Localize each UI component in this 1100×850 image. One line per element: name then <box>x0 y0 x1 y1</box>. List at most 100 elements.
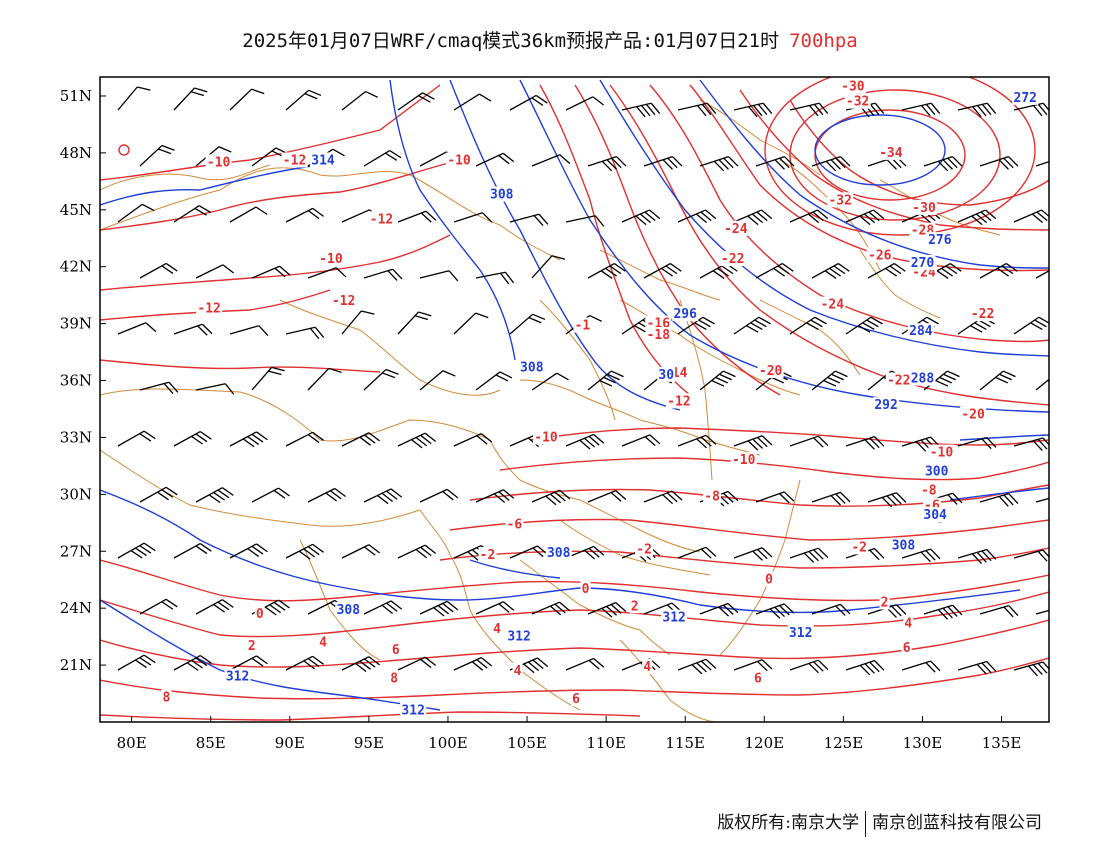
wind-barb <box>566 432 604 457</box>
contour-label: 308 <box>490 188 514 203</box>
wind-barb <box>174 322 212 345</box>
contour-label: -10 <box>930 446 954 461</box>
wind-barb <box>812 261 849 289</box>
wind-barb <box>756 602 794 625</box>
wind-barb <box>174 653 211 681</box>
wind-barb <box>342 306 374 341</box>
lon-tick-label: 135E <box>982 734 1022 752</box>
lon-tick-label: 85E <box>196 734 226 752</box>
wind-barb <box>868 491 906 513</box>
wind-barb <box>700 155 738 178</box>
contour-label: -22 <box>721 252 744 267</box>
lon-tick-label: 95E <box>354 734 384 752</box>
lat-tick-label: 36N <box>60 372 92 390</box>
lon-tick-label: 80E <box>117 734 147 752</box>
contour-label: -12 <box>197 301 220 316</box>
contour-label: 0 <box>582 582 590 597</box>
contour-label: -26 <box>868 248 892 263</box>
contour-label: 314 <box>311 153 335 168</box>
wind-barb <box>364 598 402 624</box>
wind-barb <box>678 545 716 569</box>
wind-barb <box>1036 155 1074 178</box>
wind-barb <box>308 486 346 513</box>
wind-barb <box>454 309 488 343</box>
wind-barb <box>118 321 156 346</box>
wind-barb <box>230 541 267 568</box>
contour-label: 312 <box>507 630 530 645</box>
wind-barb <box>398 209 436 233</box>
contour-label: 308 <box>892 539 916 554</box>
wind-barb <box>678 657 716 681</box>
contour-label: 4 <box>643 660 651 675</box>
lat-tick-label: 30N <box>60 485 92 503</box>
contour-label: -12 <box>370 212 393 227</box>
contour-label: 2 <box>248 639 256 654</box>
height-labels: 3143082963083027627027228428829230030430… <box>225 90 1039 719</box>
boundary-lines <box>100 100 1000 722</box>
contour-label: 8 <box>163 690 171 705</box>
lon-tick-label: 120E <box>745 734 785 752</box>
contour-label: 300 <box>925 465 949 480</box>
wind-barb <box>398 431 436 457</box>
contour-label: 276 <box>928 233 952 248</box>
contour-label: 304 <box>923 508 947 523</box>
wind-barb <box>230 204 267 232</box>
contour-label: -24 <box>821 298 845 313</box>
lon-tick-label: 125E <box>824 734 864 752</box>
wind-barb <box>1014 660 1052 681</box>
wind-barb <box>342 88 378 120</box>
wind-barb <box>1036 493 1074 514</box>
footer-partner: 南京创蓝科技有限公司 <box>872 813 1042 833</box>
contour-label: -12 <box>667 394 690 409</box>
contour-label: -12 <box>283 153 306 168</box>
wind-barb <box>286 542 324 569</box>
wind-barb <box>868 261 905 289</box>
lat-tick-label: 24N <box>60 599 92 617</box>
contour-label: 308 <box>337 603 361 618</box>
wind-barb <box>286 326 324 346</box>
wind-barb <box>196 597 233 625</box>
wind-barb <box>252 485 289 512</box>
contour-label: -10 <box>534 430 558 445</box>
wind-barb <box>622 433 660 457</box>
contour-label: 4 <box>493 622 501 637</box>
wind-barb <box>140 381 178 402</box>
wind-barb <box>1036 367 1072 399</box>
wind-barb <box>1014 314 1051 344</box>
wind-barb <box>734 314 771 344</box>
contour-label: -8 <box>921 484 937 499</box>
wind-barb <box>812 602 850 625</box>
contour-label: -2 <box>480 548 496 563</box>
wind-barb <box>420 487 458 513</box>
wind-barb <box>420 269 458 289</box>
contour-label: 270 <box>911 256 935 271</box>
wind-barb <box>398 543 436 569</box>
wind-barb <box>588 600 626 625</box>
contour-label: -20 <box>759 364 783 379</box>
lat-tick-label: 39N <box>60 315 92 333</box>
wind-barb <box>588 155 626 178</box>
wind-barb <box>1036 261 1073 289</box>
wind-barb <box>476 487 514 513</box>
footer-owner: 版权所有:南京大学 <box>717 813 859 833</box>
contour-label: 6 <box>572 692 580 707</box>
wind-barb <box>342 542 380 569</box>
contour-label: 4 <box>319 635 327 650</box>
latitude-axis: 21N24N27N30N33N36N39N42N45N48N51N <box>60 87 106 674</box>
lon-tick-label: 115E <box>665 734 705 752</box>
contour-label: -10 <box>207 155 231 170</box>
wind-barb <box>118 82 150 117</box>
wind-barb <box>230 324 268 345</box>
lat-tick-label: 51N <box>60 87 92 105</box>
lat-tick-label: 48N <box>60 144 92 162</box>
contour-label: -1 <box>575 319 591 334</box>
wind-barb <box>364 486 402 512</box>
wind-barb <box>790 208 828 233</box>
contour-label: 312 <box>789 626 812 641</box>
wind-barb <box>174 84 207 119</box>
footer-separator <box>865 811 866 837</box>
contour-label: -30 <box>841 79 865 94</box>
contour-label: 2 <box>881 595 889 610</box>
wind-barb <box>510 544 548 569</box>
wind-barb <box>622 208 660 233</box>
